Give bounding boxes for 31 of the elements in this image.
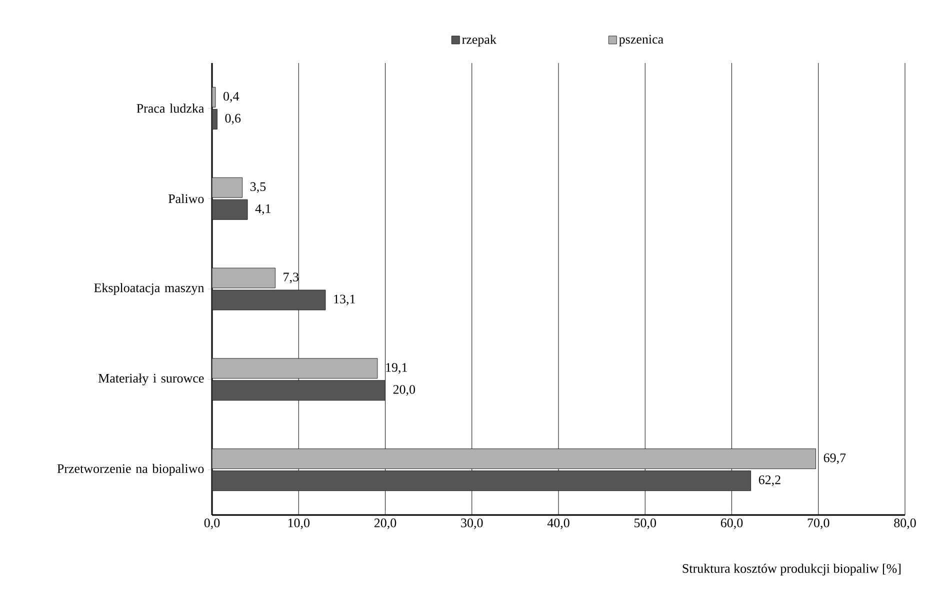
x-tick-label: 30,0 <box>461 518 483 530</box>
x-axis-title: Struktura kosztów produkcji biopaliw [%] <box>682 564 901 576</box>
y-tick-label: Eksploatacja maszyn <box>94 283 204 295</box>
x-tick-label: 60,0 <box>720 518 743 530</box>
x-tick-label: 10,0 <box>288 518 310 530</box>
bar <box>212 199 248 220</box>
x-tick-label: 40,0 <box>547 518 570 530</box>
data-label: 0,4 <box>224 92 240 103</box>
bar <box>212 380 386 401</box>
y-tick-label: Paliwo <box>168 194 204 204</box>
data-label: 19,1 <box>386 363 407 374</box>
x-tick-label: 0,0 <box>204 518 220 530</box>
data-label: 62,2 <box>758 475 780 486</box>
bar <box>212 290 326 310</box>
y-tick-label: Materiały i surowce <box>98 373 204 386</box>
legend-label: pszenica <box>619 34 664 46</box>
bar <box>212 470 752 491</box>
data-label: 4,1 <box>255 204 271 215</box>
y-tick-label: Praca ludzka <box>136 104 204 113</box>
x-tick-label: 20,0 <box>374 518 396 530</box>
legend-label: rzepak <box>462 34 496 46</box>
data-label: 3,5 <box>250 182 266 193</box>
data-label: 0,6 <box>225 114 241 125</box>
data-label: 69,7 <box>824 453 846 464</box>
y-tick-label: Przetworzenie na biopaliwo <box>57 464 204 476</box>
x-tick-label: 50,0 <box>634 518 656 530</box>
data-label: 20,0 <box>393 385 416 396</box>
data-label: 7,3 <box>284 272 299 284</box>
x-tick-label: 70,0 <box>808 518 830 530</box>
data-label: 13,1 <box>334 294 355 306</box>
x-tick-label: 80,0 <box>894 518 916 530</box>
